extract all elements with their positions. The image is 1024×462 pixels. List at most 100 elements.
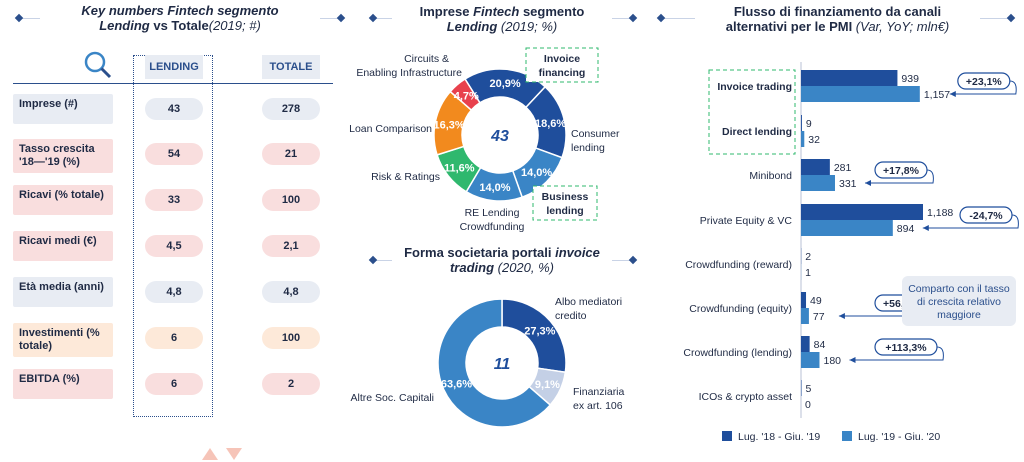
highlight-label: lending	[546, 205, 583, 217]
arrow-head-icon	[922, 225, 929, 231]
bar-series-2	[801, 308, 809, 324]
bar-series-2	[801, 131, 805, 147]
slice-category-label: ex art. 106	[573, 400, 623, 412]
bar-series-1	[801, 380, 802, 396]
value-pill-totale: 4,8	[262, 281, 320, 303]
slice-category-label: Loan Comparison	[349, 123, 432, 135]
pie-slice	[449, 77, 481, 112]
slice-value-label: 4,7%	[454, 90, 479, 102]
change-label: -24,7%	[969, 210, 1003, 222]
slice-value-label: 11,6%	[444, 162, 475, 174]
row-label: Investimenti (% totale)	[13, 323, 113, 357]
highlight-label: financing	[539, 67, 586, 79]
bar-value-label: 939	[901, 73, 919, 85]
highlight-box-invoice	[525, 47, 599, 83]
bar-value-label: 2	[805, 251, 811, 263]
bar-value-label: 0	[805, 399, 811, 411]
change-arrow	[864, 169, 934, 184]
category-label: Crowdfunding (lending)	[683, 347, 792, 359]
bar-series-1	[801, 115, 802, 131]
pie-slice	[437, 298, 552, 428]
slice-value-label: 18,6%	[535, 118, 566, 130]
row-label: Ricavi (% totale)	[13, 185, 113, 215]
bar-value-label: 1	[805, 267, 811, 279]
slice-value-label: 14,0%	[521, 167, 552, 179]
bar-value-label: 9	[806, 118, 812, 130]
bar-series-2	[801, 220, 893, 236]
value-pill-lending: 33	[145, 189, 203, 211]
row-label: Età media (anni)	[13, 277, 113, 307]
row-label: Ricavi medi (€)	[13, 231, 113, 261]
category-label: Crowdfunding (equity)	[689, 303, 792, 315]
change-label: +17,8%	[883, 165, 920, 177]
value-pill-lending: 43	[145, 98, 203, 120]
slice-value-label: 16,3%	[433, 119, 464, 131]
bar-value-label: 77	[813, 311, 825, 323]
change-arrow	[849, 346, 944, 361]
arrow-head-icon	[864, 180, 871, 186]
bar-series-1	[801, 292, 807, 308]
bar-series-1	[801, 159, 830, 175]
bar-series-1	[801, 204, 923, 220]
bar-value-label: 180	[823, 355, 841, 367]
slice-value-label: 9,1%	[535, 379, 560, 391]
highlight-box-business	[532, 185, 598, 221]
bar-value-label: 281	[834, 162, 852, 174]
value-pill-totale: 2	[262, 373, 320, 395]
value-pill-lending: 6	[145, 327, 203, 349]
pie2-title: Forma societaria portali invoice trading…	[392, 245, 612, 277]
value-pill-lending: 54	[145, 143, 203, 165]
slice-category-label: Crowdfunding	[460, 221, 525, 233]
pie-chart-invoice-trading: 27,3% 9,1% 63,6% 11 Albo mediatori credito Fin…	[351, 296, 625, 428]
change-arrow	[922, 214, 1019, 229]
value-pill-totale: 278	[262, 98, 320, 120]
change-label: +113,3%	[885, 342, 927, 354]
bar-series-1	[801, 336, 810, 352]
category-label: Minibond	[749, 170, 792, 182]
pie-center-label: 43	[490, 128, 509, 145]
bar-value-label: 1,157	[924, 89, 950, 101]
legend-label: Lug. '19 - Giu. '20	[858, 431, 940, 443]
slice-value-label: 20,9%	[489, 78, 520, 90]
bar-chart-alternative-financing: 939 1,157 Invoice trading +23,1% 9 32 Direct l…	[683, 62, 1019, 443]
pie1-title: Imprese Fintech segmento Lending (2019; …	[392, 4, 612, 36]
bar-value-label: 49	[810, 295, 822, 307]
value-pill-totale: 100	[262, 327, 320, 349]
bar-value-label: 331	[839, 178, 857, 190]
value-pill-totale: 2,1	[262, 235, 320, 257]
pie-chart-lending-segments: 20,9% 18,6% 14,0% 14,0% 11,6% 16,3% 4,7% 43 Circ…	[349, 47, 620, 233]
slice-category-label: credito	[555, 310, 587, 322]
slice-category-label: Circuits &	[404, 53, 449, 65]
slice-category-label: Albo mediatori	[555, 296, 622, 308]
col-header-lending: LENDING	[145, 55, 203, 79]
bar-value-label: 32	[808, 134, 820, 146]
bar-value-label: 84	[814, 339, 826, 351]
col-header-totale: TOTALE	[262, 55, 320, 79]
category-label: Invoice trading	[717, 81, 792, 93]
row-label: EBITDA (%)	[13, 369, 113, 399]
bar-series-2	[801, 352, 820, 368]
slice-category-label: RE Lending	[465, 207, 520, 219]
category-label: Direct lending	[722, 126, 792, 138]
bar-series-1	[801, 70, 898, 86]
highlight-box-categories	[708, 69, 796, 155]
change-arrow	[949, 80, 1017, 95]
bar-value-label: 894	[897, 223, 915, 235]
row-label: Tasso crescita '18—'19 (%)	[13, 139, 113, 173]
legend-swatch	[722, 431, 732, 441]
decorative-arrows-icon	[202, 448, 242, 460]
row-label: Imprese (#)	[13, 94, 113, 124]
pie-center-label: 11	[494, 356, 511, 373]
slice-category-label: Risk & Ratings	[371, 171, 440, 183]
category-label: Crowdfunding (reward)	[685, 259, 792, 271]
highlight-label: Business	[542, 191, 589, 203]
slice-value-label: 14,0%	[479, 182, 510, 194]
slice-category-label: Enabling Infrastructure	[356, 67, 462, 79]
category-label: Private Equity & VC	[700, 215, 793, 227]
search-icon	[84, 51, 112, 79]
callout-box	[902, 276, 1016, 326]
value-pill-totale: 21	[262, 143, 320, 165]
slice-category-label: Consumer	[571, 128, 620, 140]
change-label: +23,1%	[966, 76, 1003, 88]
category-label: ICOs & crypto asset	[699, 391, 792, 403]
